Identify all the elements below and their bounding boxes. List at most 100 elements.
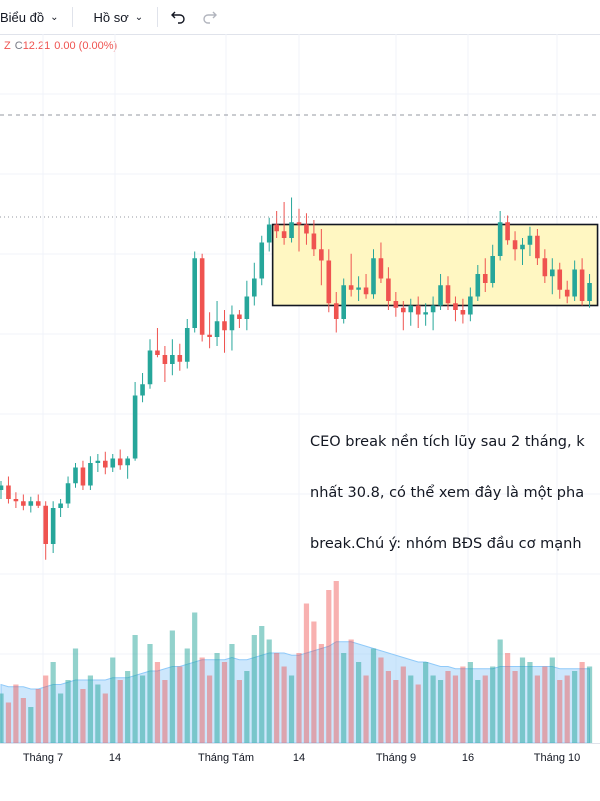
volume-bar: [0, 693, 4, 743]
candle-body: [214, 321, 220, 337]
candle-body: [311, 233, 317, 250]
candle: [468, 287, 473, 322]
x-tick-label: Tháng 7: [22, 752, 64, 764]
reference-lines: [0, 114, 600, 218]
candle: [460, 298, 466, 324]
candle-body: [512, 240, 518, 250]
volume-bar: [303, 603, 310, 743]
volume-bar: [378, 657, 384, 743]
candle-body: [140, 384, 145, 396]
candle: [490, 244, 495, 288]
volume-bar: [400, 666, 406, 743]
candle-body: [333, 303, 339, 319]
chart-menu[interactable]: Biểu đồ ⌄: [0, 10, 58, 25]
candle: [512, 231, 518, 261]
volume-bars: [0, 581, 593, 743]
candle: [229, 305, 235, 351]
volume-bar: [370, 648, 377, 743]
candle: [110, 454, 116, 472]
candle: [408, 298, 414, 326]
candle-body: [505, 222, 510, 241]
volume-bar: [95, 684, 101, 743]
candle-body: [65, 483, 71, 504]
volume-bar: [221, 662, 228, 743]
volume-bar: [341, 653, 347, 743]
candle: [430, 296, 436, 331]
candle: [95, 454, 101, 472]
candle: [445, 276, 451, 310]
candle: [88, 456, 93, 490]
candle: [505, 215, 510, 245]
candle: [259, 235, 265, 286]
candle: [103, 451, 108, 475]
candle: [378, 242, 384, 283]
volume-bar: [199, 657, 205, 743]
candle: [155, 328, 160, 358]
candle: [527, 226, 533, 256]
candle-body: [170, 355, 175, 364]
candle: [363, 274, 369, 299]
candle: [401, 301, 406, 331]
volume-bar: [579, 662, 585, 743]
candle-body: [132, 395, 138, 459]
undo-button[interactable]: [170, 10, 186, 24]
redo-button[interactable]: [202, 10, 218, 24]
volume-bar: [408, 675, 414, 743]
volume-bar: [35, 689, 41, 743]
volume-bar: [296, 653, 302, 743]
candle: [274, 211, 279, 238]
chevron-down-icon: ⌄: [134, 11, 144, 23]
candle: [43, 501, 48, 560]
candle-body: [222, 321, 227, 331]
volume-bar: [177, 666, 183, 743]
candle-body: [378, 258, 384, 279]
candle-body: [110, 458, 116, 468]
price-chart[interactable]: [0, 34, 600, 743]
candle: [266, 217, 272, 252]
volume-bar: [72, 648, 79, 743]
candle-body: [356, 287, 361, 290]
time-axis[interactable]: Tháng 7 14 Tháng Tám 14 Tháng 9 16 Tháng…: [0, 743, 600, 801]
candle: [35, 494, 41, 508]
candle: [333, 292, 339, 333]
candle-body: [319, 249, 324, 261]
candle-body: [35, 501, 41, 506]
volume-bar: [58, 693, 64, 743]
toolbar-divider: [157, 7, 159, 27]
candle-body: [274, 224, 279, 232]
candle-body: [482, 274, 488, 283]
candle-body: [28, 501, 34, 506]
candle: [13, 492, 19, 508]
candle-body: [371, 258, 376, 295]
candle: [117, 449, 123, 470]
volume-bar: [437, 680, 444, 743]
candle: [587, 274, 592, 308]
volume-bar: [326, 590, 332, 743]
candle-body: [386, 278, 391, 301]
candle-body: [237, 314, 242, 319]
candle-body: [192, 258, 197, 328]
top-toolbar: Biểu đồ ⌄ Hồ sơ ⌄: [0, 0, 600, 35]
volume-bar: [139, 675, 146, 743]
candle-body: [401, 307, 406, 313]
candle-body: [80, 467, 86, 486]
volume-bar: [80, 689, 86, 743]
candle: [371, 249, 376, 299]
volume-bar: [393, 680, 399, 743]
candle-body: [564, 289, 570, 297]
candle: [356, 276, 361, 301]
volume-bar: [475, 680, 481, 743]
candle-body: [438, 285, 443, 306]
candle: [564, 280, 570, 304]
volume-bar: [192, 612, 198, 743]
candle-body: [475, 274, 481, 297]
candle-body: [542, 258, 548, 277]
profile-menu-label: Hồ sơ: [93, 9, 129, 25]
candle-body: [579, 269, 585, 301]
volume-bar: [244, 671, 250, 743]
candle-body: [520, 244, 525, 250]
volume-bar: [318, 644, 324, 743]
candle: [535, 229, 540, 265]
profile-menu[interactable]: Hồ sơ ⌄: [93, 10, 143, 25]
volume-bar: [117, 680, 123, 743]
